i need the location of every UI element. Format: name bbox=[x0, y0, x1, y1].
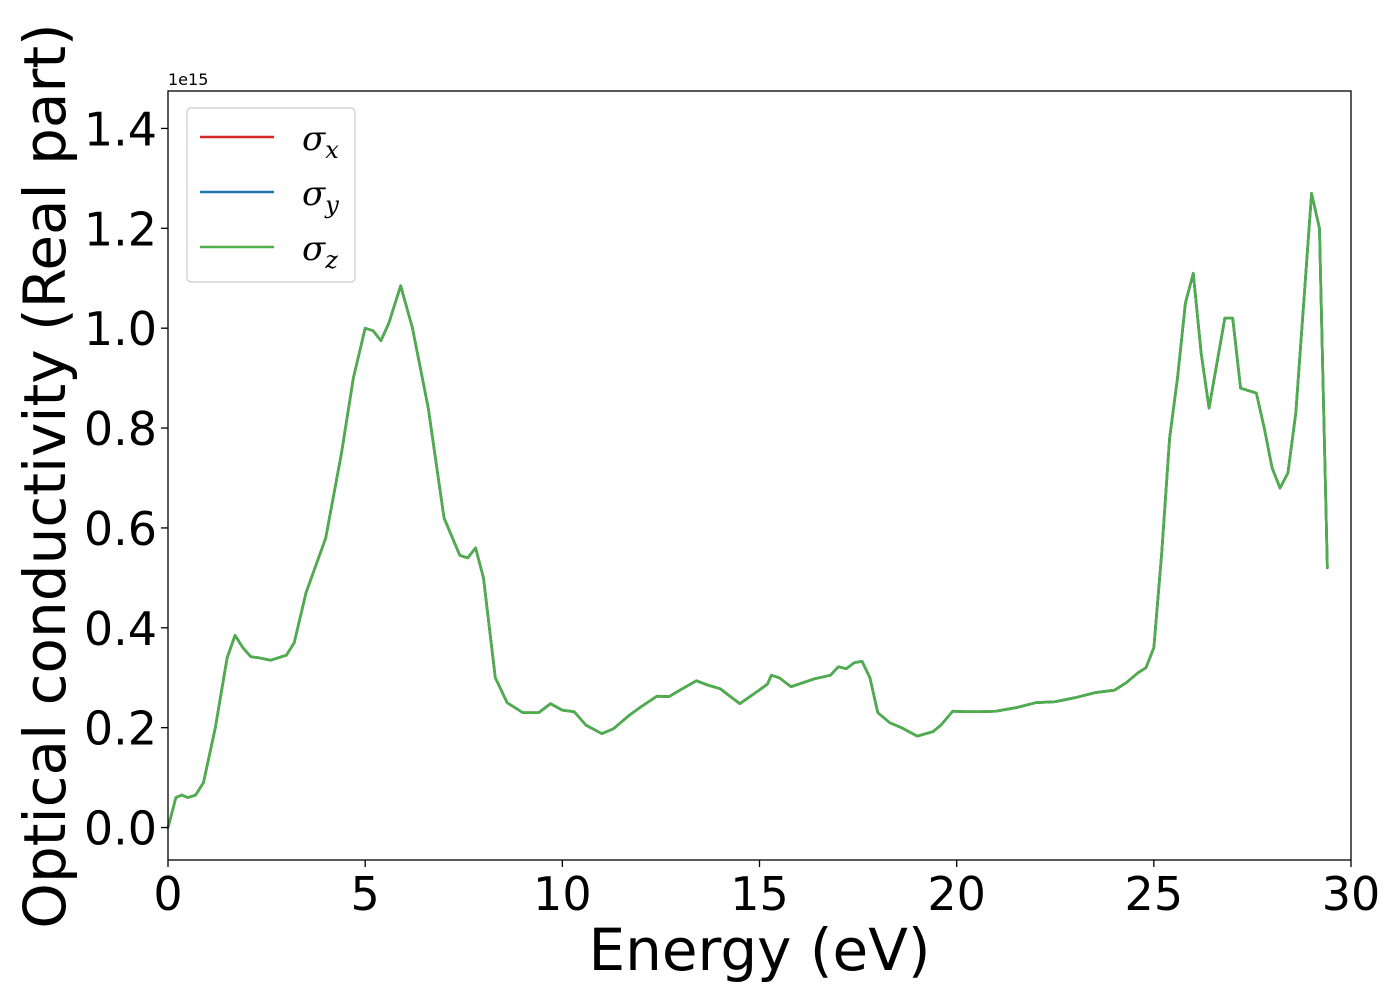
legend-label-sigma-z: σz bbox=[302, 229, 338, 274]
x-tick-label: 30 bbox=[1322, 867, 1381, 921]
y-tick-label: 1.2 bbox=[84, 202, 157, 256]
y-offset-label: 1e15 bbox=[168, 70, 208, 89]
y-tick-label: 0.8 bbox=[84, 402, 157, 456]
y-tick-label: 0.0 bbox=[84, 802, 157, 856]
x-tick-label: 5 bbox=[351, 867, 380, 921]
x-tick-label: 0 bbox=[153, 867, 182, 921]
series-line-sigma-z bbox=[166, 192, 1329, 829]
x-axis: 0 5 10 15 20 25 30 bbox=[153, 860, 1380, 921]
x-axis-label: Energy (eV) bbox=[588, 916, 930, 984]
series-layer bbox=[166, 192, 1329, 829]
y-tick-label: 0.2 bbox=[84, 702, 157, 756]
y-tick-label: 0.4 bbox=[84, 602, 157, 656]
legend-label-sigma-x: σx bbox=[302, 119, 339, 164]
y-tick-label: 0.6 bbox=[84, 502, 157, 556]
legend: σx σy σz bbox=[186, 107, 356, 283]
legend-label-sigma-y: σy bbox=[302, 174, 339, 219]
x-tick-label: 10 bbox=[533, 867, 592, 921]
y-tick-label: 1.4 bbox=[84, 102, 157, 156]
legend-box bbox=[186, 107, 356, 283]
x-tick-label: 25 bbox=[1125, 867, 1184, 921]
y-tick-label: 1.0 bbox=[84, 302, 157, 356]
plot-background bbox=[168, 91, 1351, 860]
x-tick-label: 20 bbox=[927, 867, 986, 921]
y-axis: 0.0 0.2 0.4 0.6 0.8 1.0 1.2 1.4 bbox=[84, 102, 168, 856]
y-axis-label: Optical conductivity (Real part) bbox=[11, 23, 79, 928]
x-tick-label: 15 bbox=[730, 867, 789, 921]
